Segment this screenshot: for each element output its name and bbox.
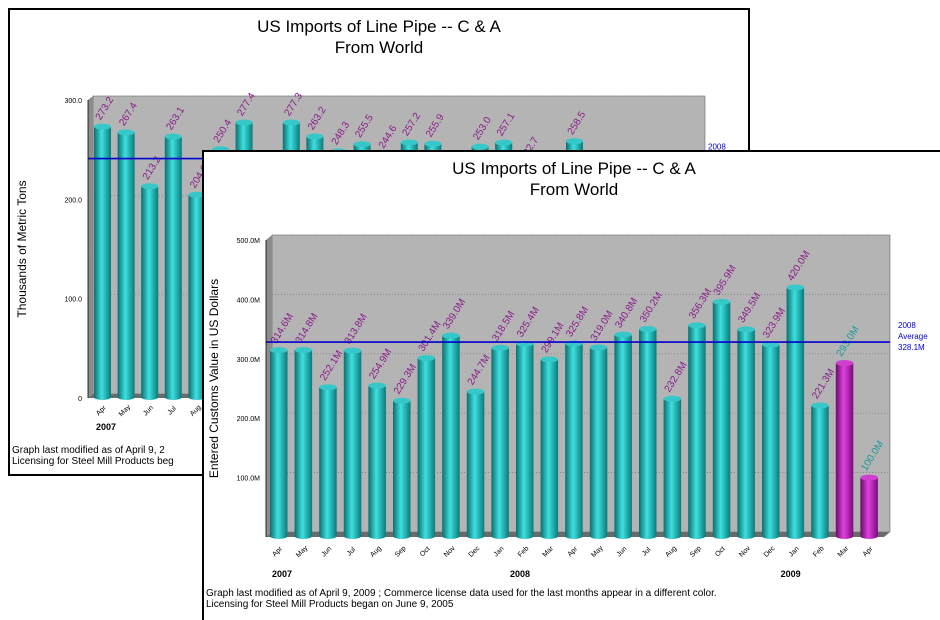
tons-y-tick-label: 300.0 — [64, 98, 82, 105]
value-category-label: Jan — [493, 545, 506, 558]
value-average-label: 328.1M — [898, 343, 925, 352]
value-category-label: Sep — [689, 545, 703, 559]
tons-bar — [188, 191, 206, 400]
value-category-label: Aug — [664, 545, 678, 559]
value-bar — [639, 325, 657, 539]
value-year-label: 2009 — [781, 569, 801, 579]
value-bar — [540, 356, 559, 539]
tons-bar — [94, 123, 111, 400]
value-y-axis-label: Entered Customs Value in US Dollars — [207, 279, 221, 478]
value-bar — [393, 397, 411, 539]
tons-y-tick-label: 100.0 — [64, 297, 82, 304]
value-bar — [737, 326, 755, 539]
tons-category-label: May — [118, 403, 133, 418]
value-category-label: Jun — [616, 545, 629, 558]
tons-y-tick-label: 0 — [78, 396, 82, 403]
value-category-label: Mar — [837, 545, 851, 559]
value-year-label: 2008 — [510, 569, 530, 579]
value-category-label: Jan — [788, 545, 801, 558]
tons-bar — [117, 129, 135, 400]
tons-category-label: Apr — [95, 404, 108, 417]
value-category-label: Nov — [443, 545, 457, 559]
value-chart-panel: US Imports of Line Pipe -- C & A From Wo… — [202, 150, 940, 620]
value-chart-footnote-1: Graph last modified as of April 9, 2009 … — [206, 588, 717, 599]
value-y-tick-label: 100.0M — [237, 476, 261, 483]
value-category-label: Mar — [542, 545, 556, 559]
value-chart-plot: 100.0M 200.0M 300.0M 400.0M 500.0M Entered Cu… — [207, 234, 928, 579]
value-category-label: Aug — [369, 545, 383, 559]
value-category-label: Jul — [346, 546, 358, 558]
tons-chart-title-line1: US Imports of Line Pipe -- C & A — [257, 17, 501, 36]
value-y-tick-label: 200.0M — [237, 416, 261, 423]
value-category-label: Dec — [763, 545, 777, 559]
value-bar — [589, 344, 608, 539]
value-category-label: Apr — [567, 545, 580, 558]
value-bar-license — [860, 474, 878, 539]
value-bar — [614, 331, 632, 539]
plot-left-wall — [88, 96, 93, 398]
value-bar-license — [835, 359, 854, 539]
value-bar — [712, 298, 731, 539]
value-bar — [368, 382, 386, 539]
value-y-tick-label: 500.0M — [237, 238, 261, 245]
value-average-label: Average — [898, 332, 928, 341]
value-y-tick-label: 400.0M — [237, 297, 261, 304]
value-bar — [343, 347, 362, 539]
tons-y-axis-label: Thousands of Metric Tons — [15, 180, 29, 317]
value-category-label: Oct — [419, 546, 432, 559]
tons-category-label: Jul — [167, 405, 179, 417]
value-category-label: Apr — [862, 545, 875, 558]
value-bar — [442, 332, 460, 539]
value-category-label: Nov — [738, 545, 752, 559]
value-category-label: Oct — [714, 546, 727, 559]
value-bar — [811, 402, 829, 539]
value-category-label: May — [590, 544, 605, 559]
value-bar — [294, 347, 313, 539]
value-category-label: Jul — [641, 546, 653, 558]
tons-chart-title-line2: From World — [334, 38, 424, 57]
value-category-label: Sep — [394, 545, 408, 559]
value-category-label: Feb — [517, 545, 531, 559]
tons-chart-footnote-1: Graph last modified as of April 9, 2 — [12, 445, 165, 456]
value-chart-footnote-2: Licensing for Steel Mill Products began … — [206, 599, 454, 610]
tons-bar — [164, 133, 182, 400]
value-chart-title: US Imports of Line Pipe -- C & A From Wo… — [204, 158, 940, 200]
tons-y-tick-label: 200.0 — [64, 197, 82, 204]
value-bar — [762, 341, 780, 539]
value-bar — [688, 322, 706, 539]
value-bar — [417, 354, 436, 539]
value-category-label: May — [295, 544, 310, 559]
value-average-label: 2008 — [898, 321, 916, 330]
value-bar — [663, 395, 682, 539]
tons-average-label: 2008 — [708, 143, 726, 152]
value-chart-title-line1: US Imports of Line Pipe -- C & A — [452, 159, 696, 178]
value-bar — [786, 284, 805, 539]
value-category-label: Jun — [320, 545, 333, 558]
value-bar — [319, 384, 337, 539]
value-category-label: Apr — [271, 545, 284, 558]
value-bar — [516, 340, 534, 539]
value-y-tick-label: 300.0M — [237, 357, 261, 364]
value-bar — [466, 388, 485, 539]
tons-category-label: Aug — [189, 404, 203, 418]
tons-chart-title: US Imports of Line Pipe -- C & A From Wo… — [10, 16, 748, 58]
tons-chart-footnote-2: Licensing for Steel Mill Products beg — [12, 456, 174, 467]
tons-year-label: 2007 — [96, 422, 116, 432]
tons-category-label: Jun — [142, 404, 155, 417]
value-year-label: 2007 — [272, 569, 292, 579]
value-bar — [491, 344, 509, 539]
tons-bar — [141, 183, 159, 400]
value-category-label: Dec — [468, 545, 482, 559]
value-category-label: Feb — [812, 545, 826, 559]
value-chart-title-line2: From World — [529, 180, 619, 199]
value-bar — [270, 347, 288, 539]
value-bar — [565, 340, 583, 539]
